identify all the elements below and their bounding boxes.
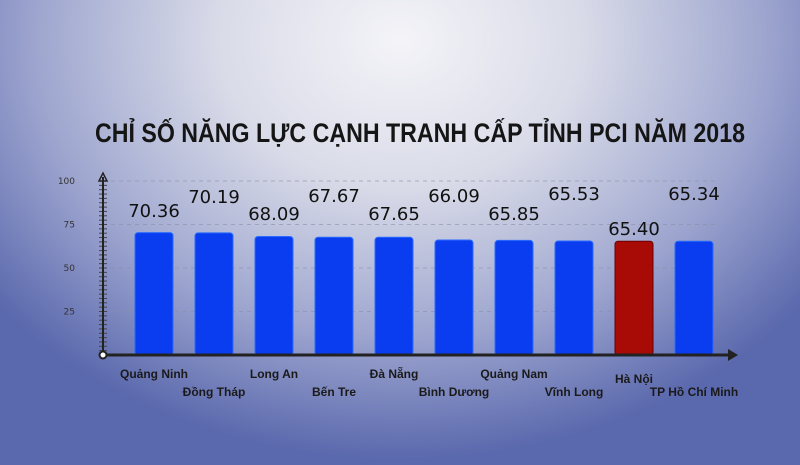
data-label: 67.65 bbox=[368, 204, 420, 225]
category-label: Vĩnh Long bbox=[545, 385, 604, 399]
y-tick-label: 25 bbox=[64, 308, 75, 318]
bar bbox=[374, 236, 414, 356]
bar bbox=[494, 239, 534, 356]
axis-origin bbox=[98, 350, 108, 360]
category-label-highlight: Hà Nội bbox=[615, 372, 653, 386]
data-label: 66.09 bbox=[428, 186, 480, 207]
chart-title: CHỈ SỐ NĂNG LỰC CẠNH TRANH CẤP TỈNH PCI … bbox=[95, 116, 745, 148]
category-label: Quảng Ninh bbox=[120, 367, 188, 381]
bar bbox=[554, 240, 594, 356]
y-tick-label: 50 bbox=[64, 264, 76, 274]
data-label: 67.67 bbox=[308, 186, 360, 207]
category-label: Quảng Nam bbox=[480, 367, 547, 381]
data-label: 65.34 bbox=[668, 184, 720, 205]
y-axis-arrow-icon bbox=[97, 171, 109, 182]
data-label: 65.53 bbox=[548, 184, 600, 205]
category-label: Bình Dương bbox=[419, 385, 490, 399]
bar bbox=[314, 236, 354, 356]
y-tick-label: 100 bbox=[58, 177, 75, 187]
category-label: Bến Tre bbox=[312, 385, 356, 399]
data-label: 65.85 bbox=[488, 204, 540, 225]
bar bbox=[134, 232, 174, 356]
bar bbox=[674, 240, 714, 356]
category-label: Long An bbox=[250, 367, 298, 381]
category-label: TP Hồ Chí Minh bbox=[650, 385, 738, 399]
category-label: Đồng Tháp bbox=[183, 385, 246, 399]
data-label: 70.36 bbox=[128, 201, 180, 222]
x-axis-arrow-icon bbox=[728, 349, 738, 361]
bar bbox=[194, 232, 234, 356]
bar bbox=[434, 239, 474, 356]
y-tick-label: 75 bbox=[64, 221, 75, 231]
bar bbox=[614, 240, 654, 356]
data-label: 70.19 bbox=[188, 187, 240, 208]
data-label-highlight: 65.40 bbox=[608, 219, 660, 240]
category-label: Đà Nẵng bbox=[370, 366, 419, 381]
data-label: 68.09 bbox=[248, 204, 300, 225]
bar bbox=[254, 236, 294, 356]
